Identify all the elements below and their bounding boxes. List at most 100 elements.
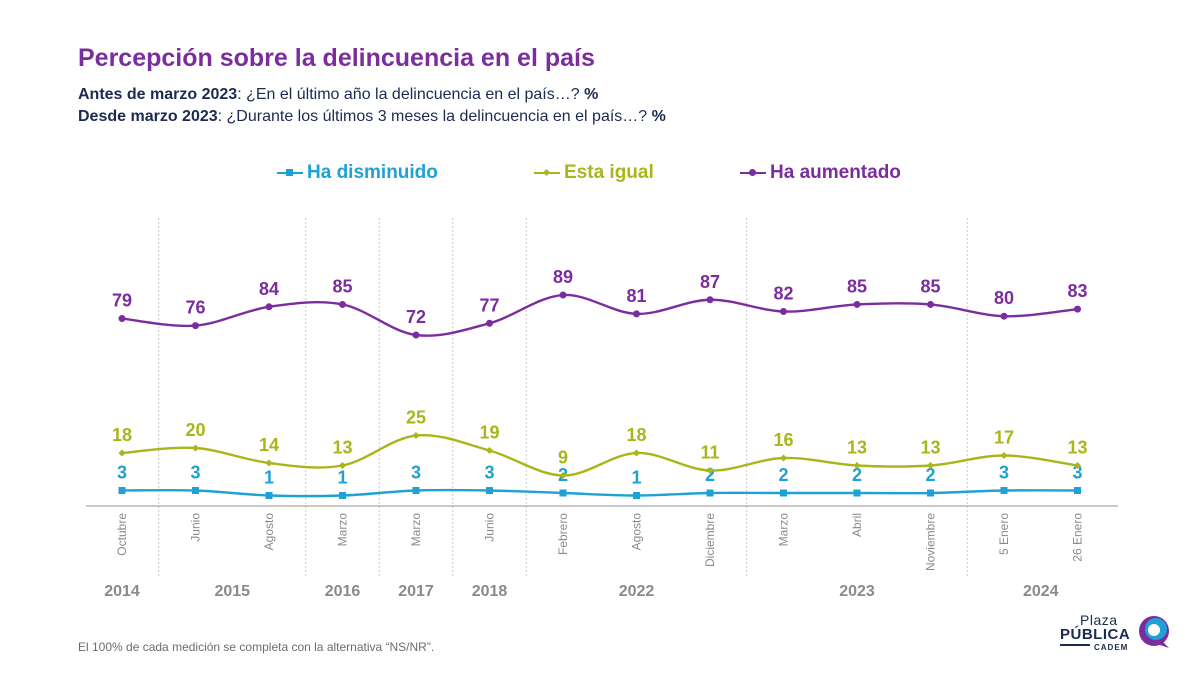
data-label-igual: 13 bbox=[332, 438, 352, 458]
data-label-aumentado: 87 bbox=[700, 272, 720, 292]
data-point-aumentado bbox=[853, 300, 861, 308]
year-label-2014: 2014 bbox=[104, 583, 140, 600]
x-tick-label: Noviembre bbox=[924, 513, 938, 571]
data-point-disminuido bbox=[780, 489, 787, 497]
legend-label-igual: Esta igual bbox=[564, 162, 654, 183]
data-point-disminuido bbox=[339, 492, 346, 499]
data-point-aumentado bbox=[559, 291, 567, 299]
data-label-disminuido: 3 bbox=[117, 463, 127, 483]
data-point-igual bbox=[265, 459, 273, 467]
data-point-igual bbox=[632, 449, 641, 457]
data-point-disminuido bbox=[853, 489, 861, 497]
data-label-aumentado: 82 bbox=[773, 284, 793, 304]
data-label-disminuido: 1 bbox=[337, 468, 347, 488]
data-label-aumentado: 72 bbox=[406, 307, 426, 327]
data-label-igual: 14 bbox=[259, 435, 279, 455]
data-label-disminuido: 3 bbox=[1072, 463, 1082, 483]
year-label-2017: 2017 bbox=[398, 583, 434, 600]
x-tick-label: Abril bbox=[850, 513, 864, 537]
logo-text-publica: PÚBLICA bbox=[1060, 626, 1131, 643]
data-label-aumentado: 84 bbox=[259, 279, 279, 299]
subtitle-1-question: : ¿En el último año la delincuencia en e… bbox=[237, 86, 580, 103]
data-point-igual bbox=[412, 431, 420, 440]
data-point-igual bbox=[338, 461, 347, 470]
x-tick-label: Diciembre bbox=[703, 513, 717, 567]
data-point-aumentado bbox=[706, 296, 714, 304]
data-point-aumentado bbox=[265, 303, 273, 311]
data-label-igual: 11 bbox=[700, 443, 719, 463]
data-label-igual: 19 bbox=[479, 423, 499, 443]
data-point-disminuido bbox=[118, 487, 126, 494]
data-point-disminuido bbox=[192, 487, 199, 494]
data-label-disminuido: 1 bbox=[631, 468, 641, 488]
data-label-igual: 17 bbox=[994, 428, 1014, 448]
data-label-disminuido: 3 bbox=[484, 463, 494, 483]
x-tick-label: Agosto bbox=[630, 513, 644, 551]
data-label-aumentado: 79 bbox=[112, 291, 132, 311]
x-tick-label: Agosto bbox=[262, 513, 276, 551]
legend-item-esta-igual: Esta igual bbox=[534, 162, 654, 184]
subtitle-before-march-2023: Antes de marzo 2023: ¿En el último año l… bbox=[78, 86, 598, 104]
data-label-disminuido: 3 bbox=[999, 463, 1009, 483]
data-label-disminuido: 2 bbox=[852, 465, 862, 485]
footnote: El 100% de cada medición se completa con… bbox=[78, 640, 435, 654]
legend-swatch-aumentado bbox=[740, 169, 766, 176]
x-tick-label: 5 Enero bbox=[997, 513, 1011, 555]
year-label-2016: 2016 bbox=[325, 583, 361, 600]
chart-title: Percepción sobre la delincuencia en el p… bbox=[78, 44, 595, 72]
data-point-aumentado bbox=[633, 310, 640, 318]
data-point-aumentado bbox=[1000, 312, 1008, 320]
data-point-disminuido bbox=[559, 489, 567, 497]
year-label-2018: 2018 bbox=[472, 583, 508, 600]
data-label-disminuido: 2 bbox=[705, 465, 715, 485]
data-point-aumentado bbox=[927, 300, 934, 308]
data-label-aumentado: 85 bbox=[847, 276, 867, 296]
data-label-aumentado: 81 bbox=[626, 286, 646, 306]
legend-label-disminuido: Ha disminuido bbox=[307, 162, 438, 183]
x-tick-label: Octubre bbox=[115, 513, 129, 556]
data-label-disminuido: 2 bbox=[925, 465, 935, 485]
x-tick-label: Junio bbox=[483, 513, 497, 542]
data-label-igual: 13 bbox=[920, 438, 940, 458]
data-point-igual bbox=[853, 461, 861, 470]
year-label-2024: 2024 bbox=[1023, 583, 1059, 600]
data-label-disminuido: 1 bbox=[264, 468, 274, 488]
logo-text-cadem: CADEM bbox=[1094, 643, 1129, 652]
data-label-igual: 9 bbox=[558, 448, 568, 468]
subtitle-since-march-2023: Desde marzo 2023: ¿Durante los últimos 3… bbox=[78, 108, 666, 126]
data-label-disminuido: 2 bbox=[778, 465, 788, 485]
data-point-disminuido bbox=[265, 492, 273, 499]
data-point-igual bbox=[1000, 451, 1008, 460]
year-label-2023: 2023 bbox=[839, 583, 875, 600]
subtitle-2-question: : ¿Durante los últimos 3 meses la delinc… bbox=[217, 108, 648, 125]
x-tick-label: Marzo bbox=[336, 513, 350, 547]
data-label-igual: 25 bbox=[406, 408, 426, 428]
year-label-2015: 2015 bbox=[214, 583, 250, 600]
data-label-aumentado: 85 bbox=[920, 276, 940, 296]
data-label-aumentado: 76 bbox=[185, 298, 205, 318]
subtitle-2-unit: % bbox=[651, 108, 666, 125]
series-line-igual bbox=[121, 433, 1078, 477]
data-point-disminuido bbox=[486, 487, 493, 494]
subtitle-1-period: Antes de marzo 2023 bbox=[78, 86, 238, 103]
data-point-aumentado bbox=[192, 322, 199, 330]
data-label-igual: 13 bbox=[847, 438, 867, 458]
data-point-igual bbox=[191, 444, 200, 452]
data-label-igual: 18 bbox=[112, 425, 132, 445]
data-point-aumentado bbox=[339, 300, 346, 308]
legend-item-ha-disminuido: Ha disminuido bbox=[277, 162, 438, 184]
logo-text-plaza: Plaza bbox=[1080, 612, 1118, 628]
data-label-aumentado: 89 bbox=[553, 267, 573, 287]
data-point-disminuido bbox=[633, 492, 640, 499]
legend-swatch-disminuido bbox=[277, 169, 303, 176]
x-tick-label: Junio bbox=[189, 513, 203, 542]
data-point-igual bbox=[926, 461, 935, 470]
data-point-aumentado bbox=[486, 319, 493, 327]
data-point-disminuido bbox=[706, 489, 714, 497]
x-tick-label: Marzo bbox=[409, 513, 423, 547]
data-label-disminuido: 3 bbox=[411, 463, 421, 483]
data-label-igual: 16 bbox=[773, 430, 793, 450]
data-label-aumentado: 80 bbox=[994, 288, 1014, 308]
data-point-igual bbox=[559, 471, 567, 480]
subtitle-1-unit: % bbox=[584, 86, 599, 103]
